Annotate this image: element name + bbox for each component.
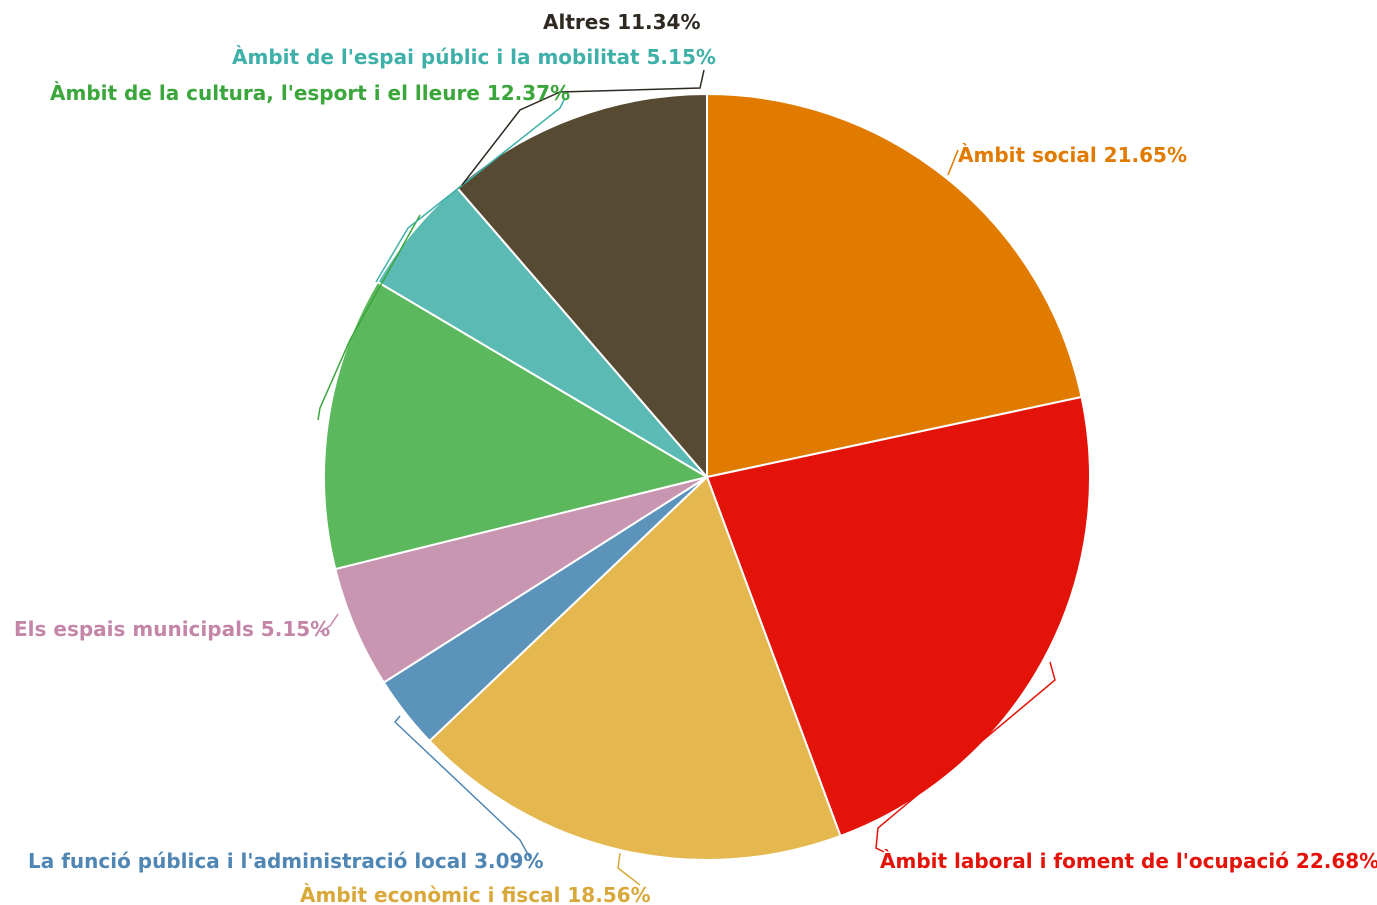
pie-slice [705, 395, 1092, 838]
slice-label: Altres 11.34% [543, 10, 701, 34]
leader-line [317, 214, 421, 421]
pie-slice [706, 92, 1083, 479]
slice-label: Els espais municipals 5.15% [14, 617, 330, 641]
pie-slice [323, 280, 710, 571]
slice-label: Àmbit social 21.65% [958, 143, 1187, 167]
slice-label: La funció pública i l'administració loca… [28, 849, 543, 873]
slice-label: Àmbit de l'espai públic i la mobilitat 5… [232, 45, 716, 69]
leader-line [875, 661, 1056, 853]
slice-label: Àmbit econòmic i fiscal 18.56% [300, 883, 651, 905]
slice-label: Àmbit de la cultura, l'esport i el lleur… [50, 81, 570, 105]
leader-line [947, 149, 959, 176]
leader-line [375, 97, 566, 283]
leader-line [319, 613, 339, 633]
slice-label: Àmbit laboral i foment de l'ocupació 22.… [880, 849, 1377, 873]
slice-labels: Àmbit social 21.65% Àmbit laboral i fomen… [14, 10, 1377, 905]
leader-line [393, 715, 531, 859]
leader-line [461, 69, 705, 186]
leader-lines [317, 69, 1056, 886]
pie-slice [428, 475, 842, 861]
pie-slice [455, 92, 708, 480]
pie-slices [323, 92, 1092, 861]
leader-line [617, 852, 641, 886]
